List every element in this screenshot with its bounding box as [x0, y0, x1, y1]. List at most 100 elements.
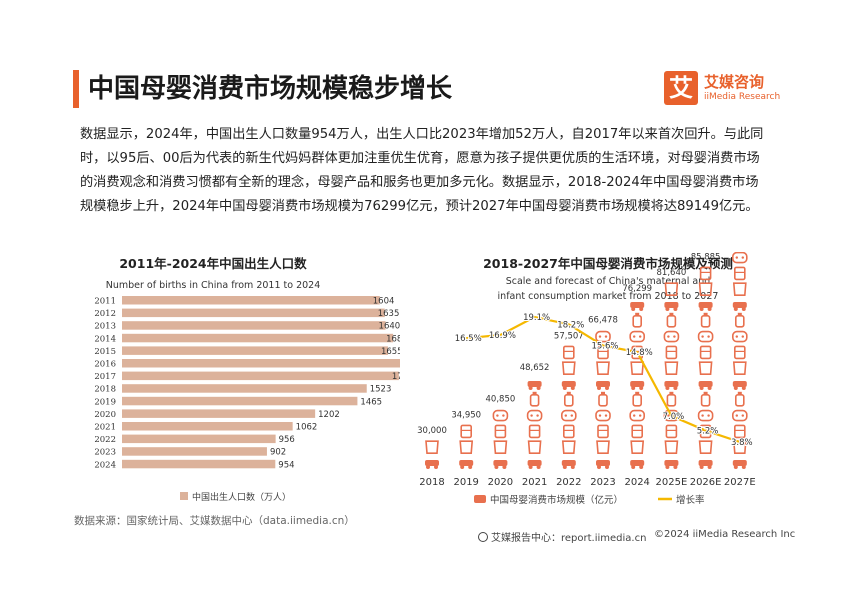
chart2-rate-label: 15.6% [591, 342, 618, 352]
wheel-icon [741, 465, 746, 469]
chart2-rate-label: 7.0% [663, 412, 685, 422]
chart2-bar-value-label: 81,640 [657, 268, 687, 278]
baby-cup-icon [699, 266, 712, 281]
baby-cup-icon [631, 345, 643, 360]
baby-outfit-icon [664, 361, 679, 375]
chart1-category-label: 2017 [94, 372, 116, 382]
chart1-bar [122, 447, 267, 456]
eye-dot [502, 414, 505, 417]
chart2-pictogram-bar [629, 302, 645, 469]
chart2-rate-label: 18.2% [557, 320, 584, 330]
toy-car-icon [630, 460, 645, 466]
baby-face-icon [492, 409, 509, 422]
chart1-value-label: 1655 [381, 347, 400, 357]
iimedia-logo: 艾 艾媒咨询 iiMedia Research [664, 71, 794, 111]
footer-report-center[interactable]: 艾媒报告中心：report.iimedia.cn [478, 529, 646, 544]
baby-cup-icon [665, 345, 678, 360]
baby-cup-icon [733, 424, 746, 439]
chart1-category-label: 2023 [94, 448, 116, 458]
chart1-bar [122, 359, 400, 368]
chart1-bar [122, 459, 276, 469]
chart1-bar [122, 333, 394, 343]
toy-car-icon [664, 460, 679, 466]
chart2-bar-value-label: 85,885 [691, 252, 721, 262]
chart1-bar [122, 308, 385, 318]
chart2-rate-label: 16.5% [455, 334, 482, 344]
toy-car-icon [630, 302, 645, 308]
baby-outfit-icon [425, 440, 439, 454]
wheel-icon [597, 465, 601, 469]
logo-name-en: iiMedia Research [704, 92, 781, 102]
baby-outfit-icon [732, 440, 747, 454]
eye-dot [701, 414, 704, 417]
chart2-category-label: 2020 [488, 477, 513, 488]
chart1-category-label: 2011 [94, 297, 116, 307]
toy-car-icon [561, 381, 576, 387]
chart1-bar [122, 396, 358, 406]
chart2-bar-value-label: 30,000 [417, 426, 447, 436]
baby-face-icon [629, 330, 645, 343]
toy-car-icon [493, 460, 508, 466]
bottle-nipple [703, 312, 708, 316]
eye-dot [639, 414, 642, 417]
chart1-value-label: 1202 [318, 410, 340, 420]
toy-car-icon [596, 460, 610, 466]
wheel-icon [434, 465, 438, 469]
chart2-category-label: 2024 [624, 477, 649, 488]
chart1-title: 2011年-2024年中国出生人口数 [119, 256, 307, 271]
chart2-category-label: 2018 [419, 477, 444, 488]
chart2-pictogram-bar [459, 424, 474, 469]
bottle-nipple [635, 391, 640, 395]
chart2-category-label: 2019 [453, 477, 478, 488]
wheel-icon [536, 465, 541, 469]
wheel-icon [570, 386, 575, 390]
wheel-icon [605, 465, 609, 469]
toy-car-icon [664, 381, 679, 387]
wheel-icon [468, 465, 473, 469]
toy-car-icon [732, 302, 747, 308]
baby-outfit-icon [596, 361, 610, 375]
chart2-pictogram-bar [731, 252, 748, 469]
baby-outfit-icon [630, 440, 645, 454]
toy-car-icon [698, 302, 713, 308]
baby-bottle-icon [598, 394, 608, 407]
baby-outfit-icon [459, 440, 474, 454]
eye-dot [598, 335, 602, 338]
baby-face-icon [629, 409, 645, 422]
chart2-pictogram-bar [697, 266, 714, 469]
baby-cup-icon [733, 345, 746, 360]
toy-car-icon [596, 381, 610, 387]
chart1-category-label: 2015 [94, 347, 116, 357]
wheel-icon [631, 307, 636, 311]
wheel-icon [597, 386, 601, 390]
baby-cup-icon [563, 424, 575, 439]
wheel-icon [570, 465, 575, 469]
chart1-category-label: 2022 [94, 435, 116, 445]
wheel-icon [673, 386, 678, 390]
logo-mark: 艾 [664, 71, 698, 105]
eye-dot [530, 414, 533, 417]
baby-bottle-icon [700, 314, 711, 328]
eye-dot [707, 414, 710, 417]
baby-cup-icon [597, 424, 609, 439]
chart2-legend-bar-label: 中国母婴消费市场规模（亿元） [490, 494, 623, 506]
baby-bottle-icon [700, 394, 711, 407]
baby-outfit-icon [561, 440, 576, 454]
market-scale-chart: 2018-2027年中国母婴消费市场规模及预测 Scale and forecas… [417, 252, 756, 506]
wheel-icon [733, 307, 738, 311]
eye-dot [735, 256, 738, 259]
chart1-bar [122, 346, 388, 355]
chart1-bar [122, 321, 386, 330]
chart1-value-label: 1523 [370, 385, 392, 395]
eye-dot [735, 335, 738, 338]
baby-face-icon [561, 409, 577, 422]
baby-bottle-icon [734, 394, 745, 407]
eye-dot [496, 414, 499, 417]
baby-face-icon [595, 330, 611, 343]
baby-outfit-icon [493, 440, 508, 454]
chart2-growth-line [466, 315, 741, 444]
baby-outfit-icon [732, 282, 747, 296]
bottle-nipple [532, 391, 537, 395]
chart1-category-label: 2014 [94, 334, 116, 344]
chart2-subtitle: infant consumption market from 2018 to 2… [498, 291, 719, 302]
